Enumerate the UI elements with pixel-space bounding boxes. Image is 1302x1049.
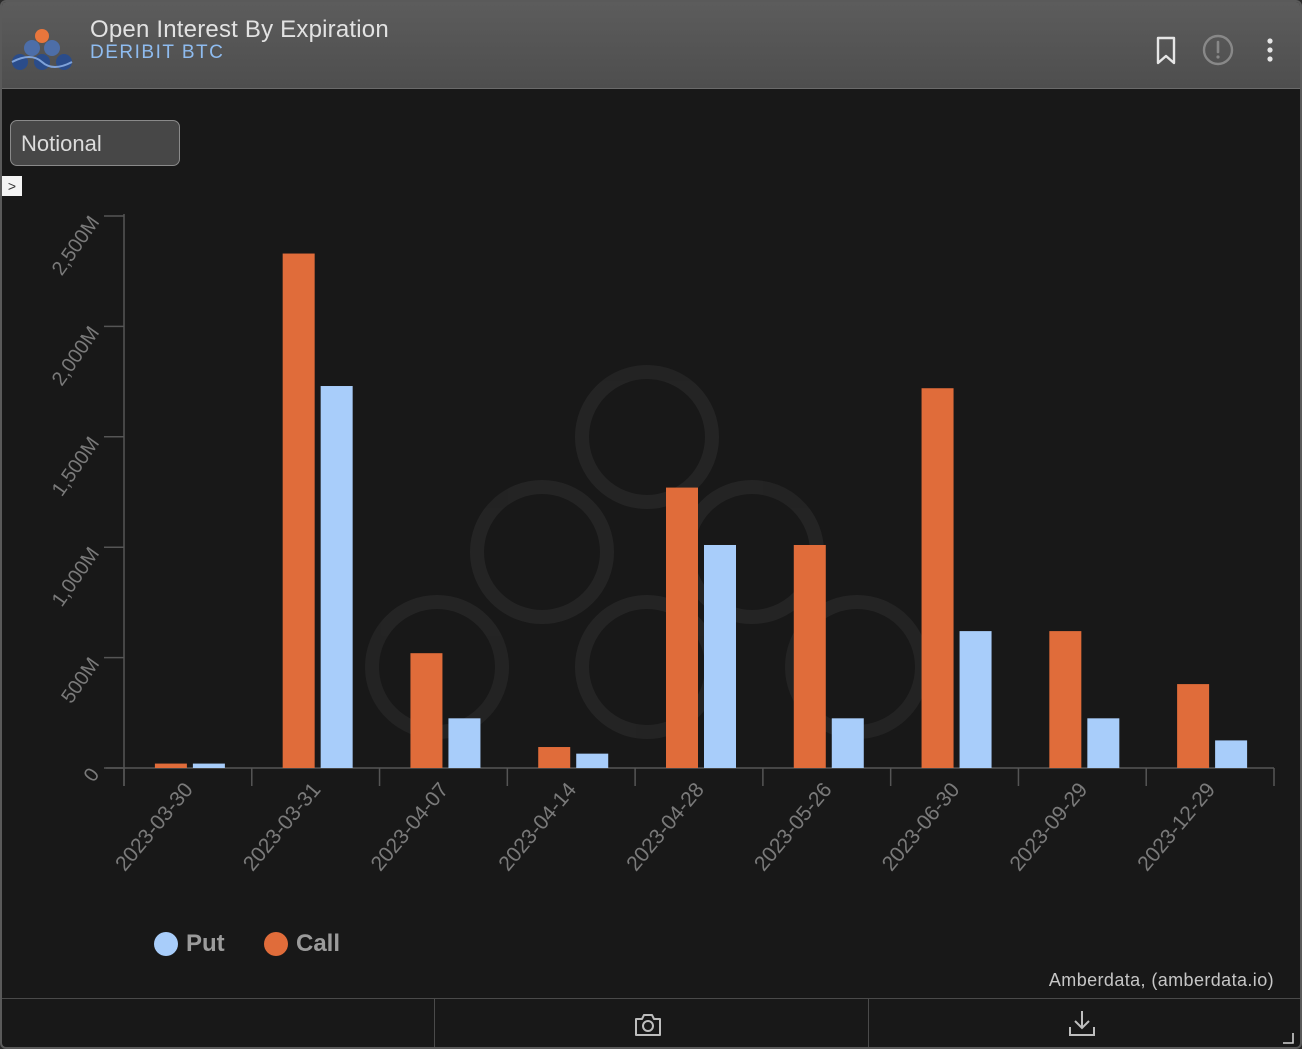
bar-put-2023-05-26 bbox=[831, 718, 864, 768]
x-tick-label: 2023-04-14 bbox=[494, 778, 581, 875]
footer-divider bbox=[868, 999, 869, 1047]
bar-chart: 0 500M 1,000M 1,500M 2,000M 2,500M 2023-03-30 2… bbox=[48, 212, 1275, 876]
bar-call-2023-04-28 bbox=[666, 487, 698, 768]
x-tick-label: 2023-09-29 bbox=[1005, 778, 1092, 875]
y-tick-label: 1,500M bbox=[48, 433, 104, 500]
bar-put-2023-04-14 bbox=[576, 753, 609, 768]
legend-swatch-put bbox=[154, 932, 178, 956]
bar-put-2023-04-07 bbox=[448, 718, 481, 768]
bar-call-2023-06-30 bbox=[921, 388, 954, 768]
camera-icon[interactable] bbox=[632, 1009, 664, 1041]
y-tick-label: 1,000M bbox=[48, 543, 104, 610]
bar-call-2023-04-14 bbox=[538, 747, 571, 768]
x-tick-label: 2023-04-07 bbox=[367, 778, 454, 875]
widget-subtitle: DERIBIT BTC bbox=[90, 42, 225, 63]
x-tick-label: 2023-04-28 bbox=[622, 778, 709, 875]
bookmark-icon[interactable] bbox=[1148, 32, 1184, 68]
y-tick-label: 2,000M bbox=[48, 323, 104, 390]
legend-swatch-call bbox=[264, 932, 288, 956]
bar-call-2023-03-30 bbox=[154, 763, 187, 768]
bar-call-2023-09-29 bbox=[1049, 631, 1082, 768]
x-tick-label: 2023-06-30 bbox=[878, 778, 965, 875]
watermark bbox=[365, 365, 929, 739]
widget-footer bbox=[2, 998, 1300, 1047]
legend-label-call: Call bbox=[296, 930, 341, 957]
expand-toggle[interactable]: > bbox=[2, 176, 22, 196]
widget-title: Open Interest By Expiration bbox=[90, 16, 389, 43]
bar-put-2023-09-29 bbox=[1087, 718, 1120, 768]
bar-put-2023-06-30 bbox=[959, 631, 992, 768]
bar-call-2023-04-07 bbox=[410, 653, 443, 768]
amberdata-logo bbox=[8, 24, 78, 76]
bar-put-2023-12-29 bbox=[1215, 740, 1248, 768]
data-credit: Amberdata, (amberdata.io) bbox=[1048, 970, 1274, 990]
y-tick-label: 500M bbox=[57, 654, 104, 708]
x-tick-label: 2023-03-31 bbox=[239, 778, 326, 875]
y-tick-label: 2,500M bbox=[48, 212, 104, 279]
widget-header: Open Interest By Expiration DERIBIT BTC bbox=[2, 2, 1300, 89]
x-tick-label: 2023-05-26 bbox=[750, 778, 837, 875]
x-tick-label: 2023-12-29 bbox=[1133, 778, 1220, 875]
bar-call-2023-03-31 bbox=[282, 253, 315, 768]
bar-put-2023-04-28 bbox=[704, 544, 736, 768]
bar-call-2023-05-26 bbox=[793, 544, 826, 768]
metric-select[interactable]: Notional bbox=[10, 120, 180, 166]
x-tick-label: 2023-03-30 bbox=[111, 778, 198, 875]
more-icon[interactable] bbox=[1252, 32, 1288, 68]
bar-call-2023-12-29 bbox=[1177, 684, 1210, 768]
info-icon[interactable] bbox=[1200, 32, 1236, 68]
footer-divider bbox=[434, 999, 435, 1047]
y-tick-label: 0 bbox=[80, 764, 104, 786]
legend-label-put: Put bbox=[186, 930, 225, 957]
bar-put-2023-03-30 bbox=[192, 763, 225, 768]
bar-put-2023-03-31 bbox=[320, 386, 353, 768]
download-icon[interactable] bbox=[1066, 1007, 1098, 1039]
resize-handle[interactable] bbox=[1282, 1032, 1294, 1044]
